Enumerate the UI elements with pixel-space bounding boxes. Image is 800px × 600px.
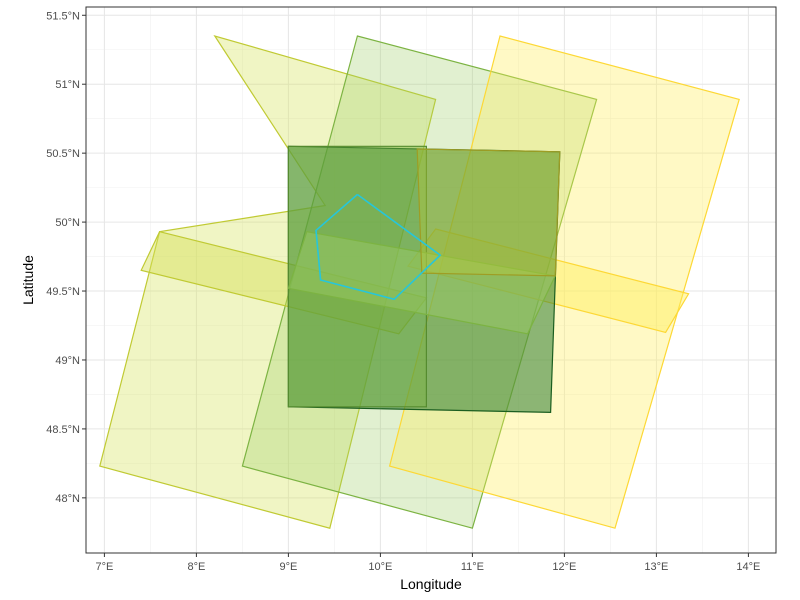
footprint-polygon-7 xyxy=(287,145,427,408)
y-axis-ticks: 48°N 48.5°N 49°N 49.5°N 50°N 50.5°N 51°N 51.5°N xyxy=(46,10,86,505)
footprint-polygons xyxy=(99,34,740,529)
x-tick-label: 8°E xyxy=(187,561,205,573)
x-tick-label: 11°E xyxy=(461,561,484,573)
y-tick-label: 49.5°N xyxy=(46,286,80,298)
plot-border xyxy=(85,6,777,554)
footprint-polygon-9 xyxy=(416,148,561,277)
study-area-outline-path xyxy=(315,193,442,301)
x-tick-label: 12°E xyxy=(552,561,576,573)
x-tick-label: 10°E xyxy=(368,561,392,573)
y-tick-label: 51°N xyxy=(55,79,80,91)
y-tick-label: 50.5°N xyxy=(46,148,80,160)
y-tick-label: 48.5°N xyxy=(46,424,80,436)
x-axis-title: Longitude xyxy=(400,576,462,592)
x-tick-label: 14°E xyxy=(736,561,760,573)
study-area-outline xyxy=(315,193,442,301)
x-axis-ticks: 7°E 8°E 9°E 10°E 11°E 12°E 13°E 14°E xyxy=(95,553,760,573)
y-tick-label: 51.5°N xyxy=(46,10,80,22)
x-tick-label: 9°E xyxy=(279,561,297,573)
x-tick-label: 7°E xyxy=(95,561,113,573)
footprint-polygon-8 xyxy=(287,231,557,335)
y-axis-title: Latitude xyxy=(20,255,36,305)
y-tick-label: 48°N xyxy=(55,493,80,505)
y-tick-label: 50°N xyxy=(55,217,80,229)
x-tick-label: 13°E xyxy=(644,561,668,573)
y-tick-label: 49°N xyxy=(55,355,80,367)
